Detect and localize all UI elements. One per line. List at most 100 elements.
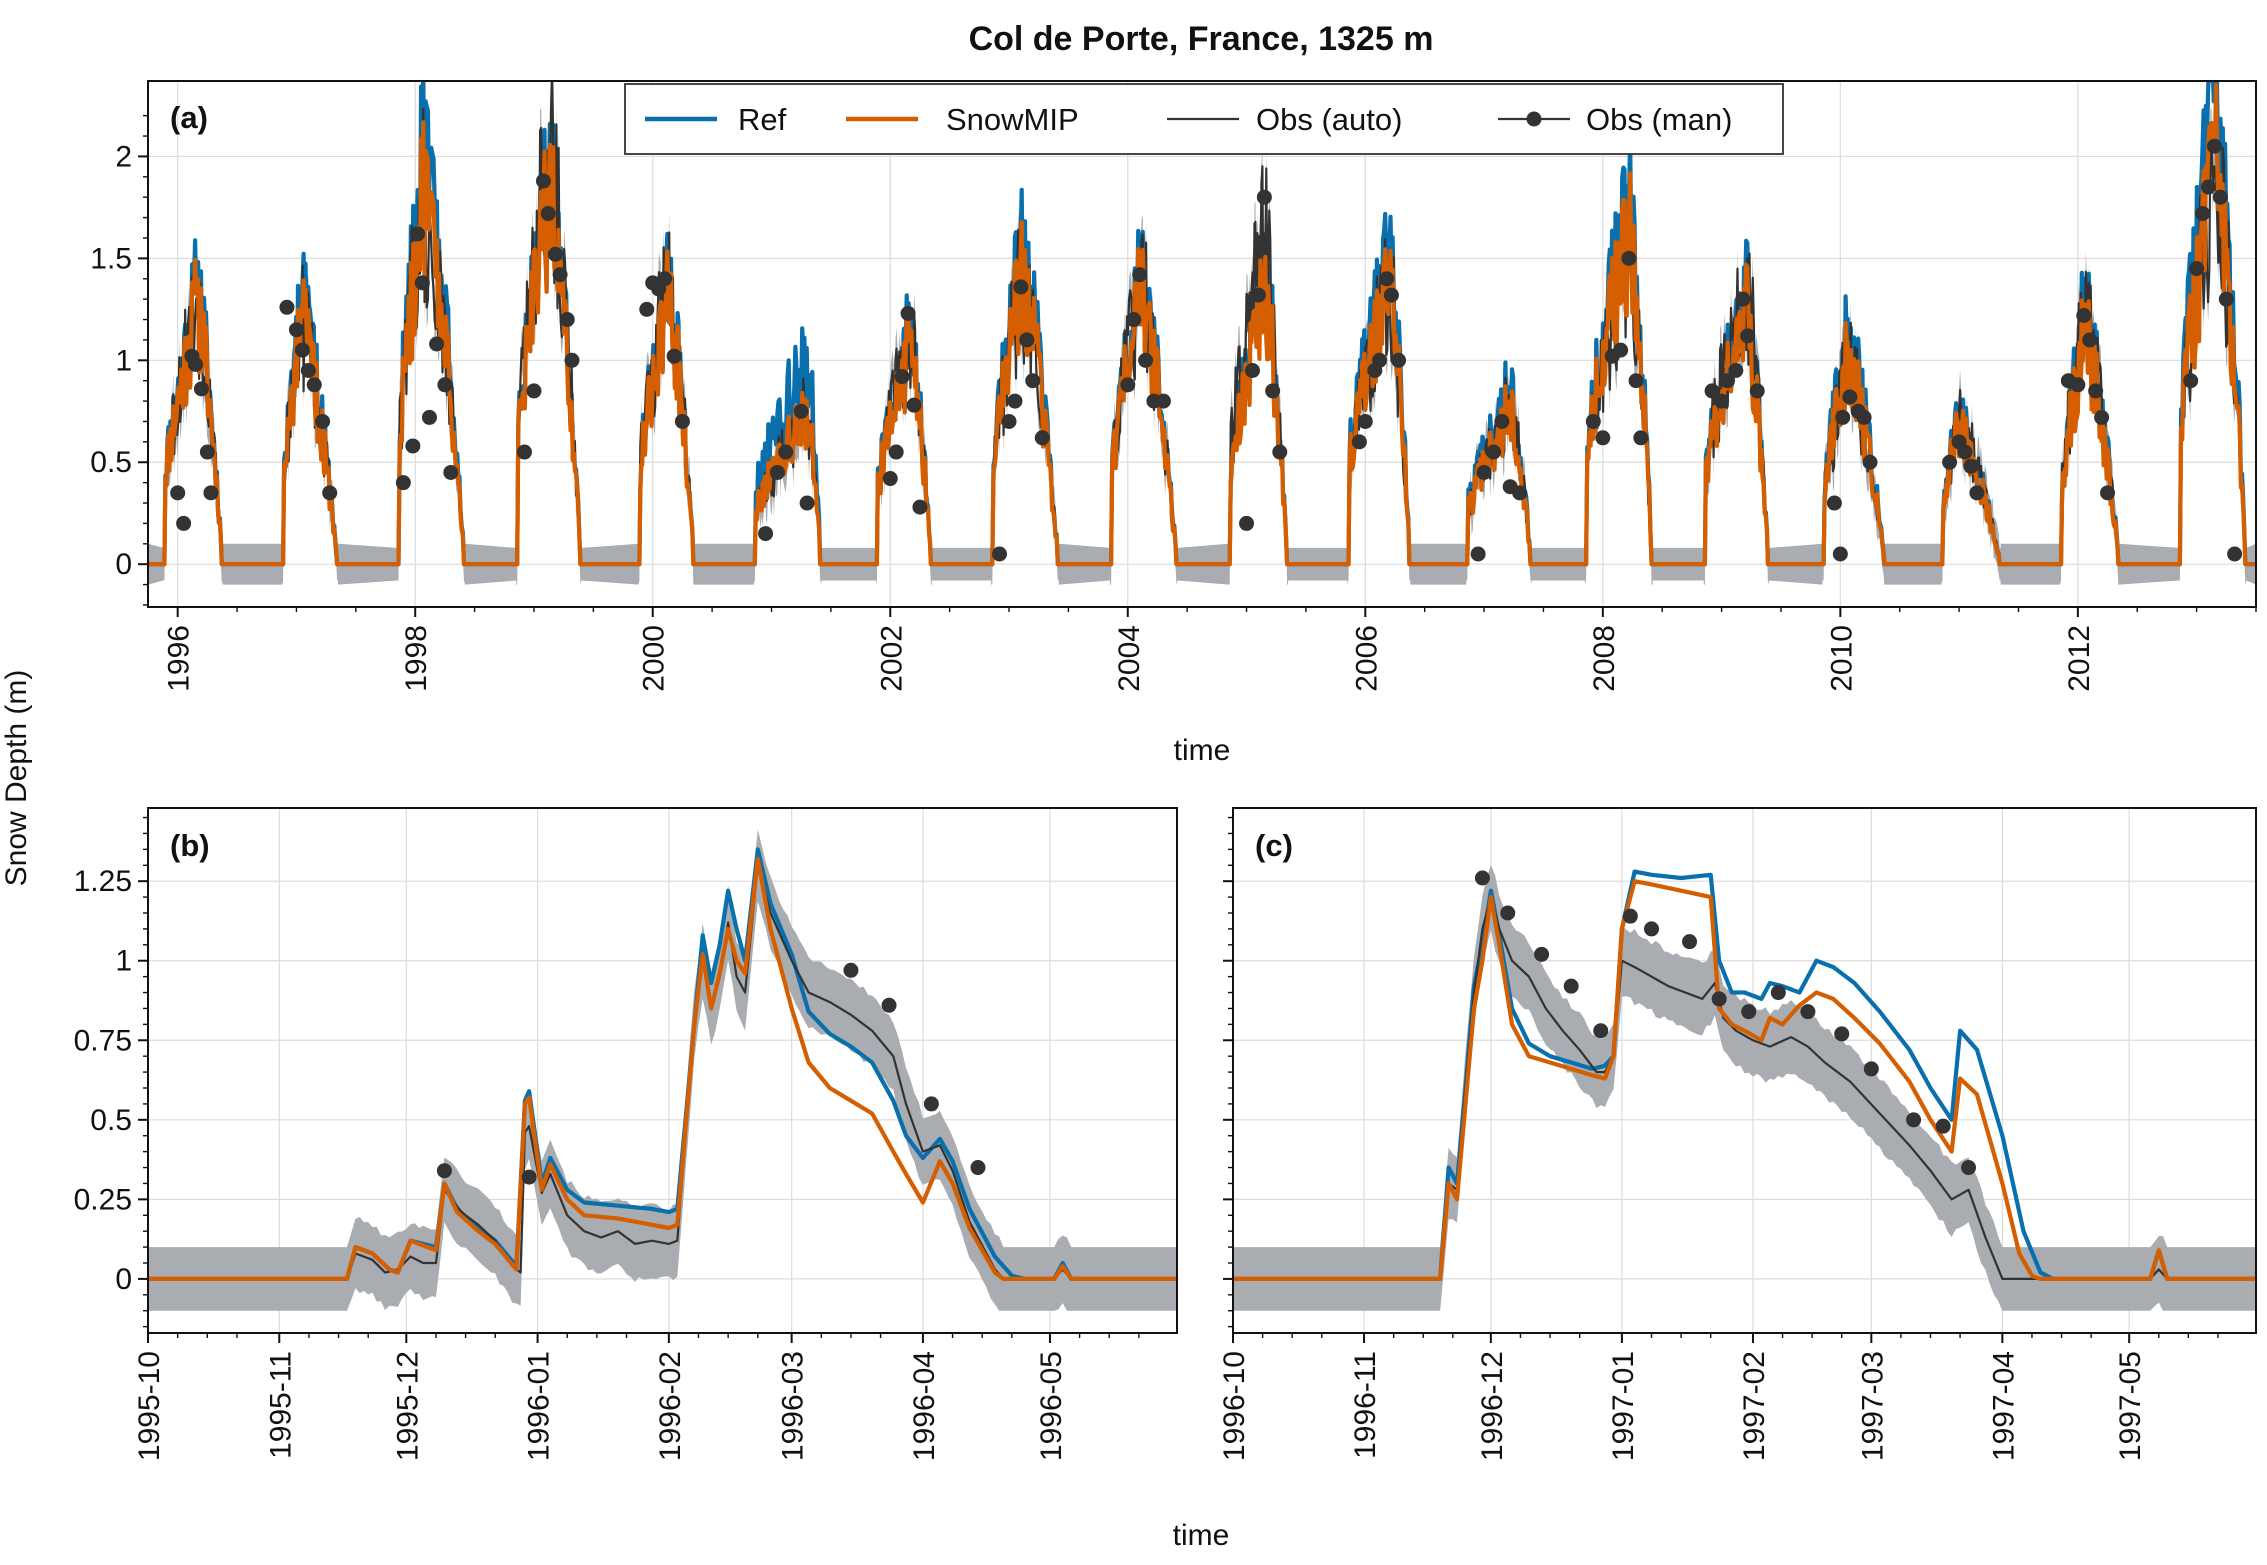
panel-c-plot-area bbox=[1233, 864, 2256, 1311]
panel-a-obs-man-point bbox=[315, 413, 331, 429]
panel-c: 1996-10 1996-11 1996-12 1997-01 1997-02 1997-… bbox=[1218, 807, 2257, 1461]
panel-b-label: (b) bbox=[170, 828, 210, 863]
panel-a-obs-man-point bbox=[888, 444, 904, 460]
panel-c-obs-man-point bbox=[1863, 1061, 1879, 1077]
panel-c-x-tick-label: 1997-04 bbox=[1987, 1351, 2020, 1461]
panel-b-obs-man-point bbox=[881, 997, 897, 1013]
panel-a-obs-man-point bbox=[674, 413, 690, 429]
panel-a-obs-man-point bbox=[1595, 430, 1611, 446]
legend-item-ref: Ref bbox=[645, 102, 787, 137]
panel-a-obs-man-point bbox=[1628, 373, 1644, 389]
panel-c-x-tick-label: 1996-12 bbox=[1476, 1351, 1509, 1461]
panel-a-obs-man-point bbox=[306, 377, 322, 393]
panel-a-obs-man-point bbox=[1132, 267, 1148, 283]
panel-b-x-tick-label: 1996-05 bbox=[1035, 1351, 1068, 1461]
panel-a-x-tick-label: 2004 bbox=[1113, 625, 1146, 692]
panel-a-obs-man-point bbox=[2206, 138, 2222, 154]
panel-a-obs-man-point bbox=[793, 403, 809, 419]
panel-a-obs-man-point bbox=[1265, 383, 1281, 399]
panel-a-obs-man-point bbox=[199, 444, 215, 460]
panel-a-obs-man-point bbox=[1034, 430, 1050, 446]
panel-a-obs-man-point bbox=[535, 173, 551, 189]
panel-c-obs-man-point bbox=[1534, 946, 1550, 962]
panel-a-x-axis-title: time bbox=[1174, 734, 1231, 767]
panel-a-obs-man-point bbox=[1470, 546, 1486, 562]
panel-c-obs-man-point bbox=[1935, 1118, 1951, 1134]
panel-a-obs-man-point bbox=[322, 485, 338, 501]
panel-a-obs-man-point bbox=[2200, 179, 2216, 195]
panel-a-obs-man-point bbox=[1383, 287, 1399, 303]
panel-c-x-tick-label: 1997-05 bbox=[2114, 1351, 2147, 1461]
panel-a-obs-man-point bbox=[2100, 485, 2116, 501]
panel-b-x-tick-label: 1995-11 bbox=[264, 1351, 297, 1459]
panel-a-obs-man-point bbox=[421, 409, 437, 425]
panel-a-obs-man-point bbox=[193, 381, 209, 397]
panel-c-obs-man-point bbox=[1622, 908, 1638, 924]
panel-c-frame bbox=[1232, 807, 2257, 1334]
panel-b-grid bbox=[147, 808, 1177, 1333]
legend-label: Ref bbox=[738, 102, 787, 137]
panel-b-y-tick-label: 0 bbox=[115, 1263, 132, 1296]
panel-a-obs-man-point bbox=[758, 526, 774, 542]
panel-a-obs-man-point bbox=[526, 383, 542, 399]
panel-a-obs-man-point bbox=[176, 515, 192, 531]
panel-c-x-tick-label: 1997-02 bbox=[1738, 1351, 1771, 1461]
panel-c-obs-man-point bbox=[1834, 1026, 1850, 1042]
panel-a-obs-man-point bbox=[1957, 444, 1973, 460]
panel-a-obs-man-point bbox=[294, 342, 310, 358]
panel-a-obs-man-point bbox=[1486, 444, 1502, 460]
panel-b-obs-man-point bbox=[923, 1096, 939, 1112]
panel-a-obs-man-point bbox=[1585, 413, 1601, 429]
panel-c-label: (c) bbox=[1255, 828, 1293, 863]
panel-c-series-snowmip bbox=[1233, 879, 2256, 1281]
panel-b-y-tick-label: 1.25 bbox=[74, 865, 132, 898]
panel-a-obs-man-point bbox=[429, 336, 445, 352]
panel-a-obs-man-point bbox=[1250, 287, 1266, 303]
panel-c-obs-man-point bbox=[1474, 870, 1490, 886]
bottom-x-axis-title: time bbox=[1173, 1519, 1230, 1552]
panel-a-y-tick-label: 1 bbox=[115, 344, 132, 377]
panel-a-obs-man-point bbox=[564, 352, 580, 368]
panel-a-obs-man-point bbox=[900, 305, 916, 321]
panel-a-obs-man-point bbox=[540, 206, 556, 222]
panel-a-frame bbox=[147, 80, 2257, 608]
panel-b-y-tick-label: 1 bbox=[115, 945, 132, 978]
panel-a-obs-man-point bbox=[516, 444, 532, 460]
panel-a-obs-man-point bbox=[1013, 279, 1029, 295]
panel-a-obs-man-point bbox=[1239, 515, 1255, 531]
panel-a-obs-man-point bbox=[2076, 307, 2092, 323]
panel-a-obs-man-point bbox=[1244, 363, 1260, 379]
panel-a-obs-man-point bbox=[1613, 342, 1629, 358]
panel-a-obs-man-point bbox=[1862, 454, 1878, 470]
panel-a-obs-man-point bbox=[1942, 454, 1958, 470]
panel-a-x-tick-label: 1998 bbox=[400, 625, 433, 692]
panel-c-obs-man-point bbox=[1593, 1023, 1609, 1039]
panel-a-obs-man-point bbox=[2082, 332, 2098, 348]
panel-a-obs-man-point bbox=[1372, 352, 1388, 368]
panel-a-obs-man-point bbox=[2218, 291, 2234, 307]
panel-c-obs-man-point bbox=[1741, 1004, 1757, 1020]
panel-a-obs-man-point bbox=[300, 363, 316, 379]
panel-a-obs-man-point bbox=[1120, 377, 1136, 393]
panel-a-obs-man-point bbox=[203, 485, 219, 501]
panel-c-obs-man-point bbox=[1961, 1160, 1977, 1176]
panel-b-x-tick-label: 1995-10 bbox=[133, 1351, 166, 1461]
panel-a-obs-man-point bbox=[2212, 189, 2228, 205]
panel-a-y-tick-label: 1.5 bbox=[90, 242, 132, 275]
panel-a-obs-man-point bbox=[443, 464, 459, 480]
panel-a-obs-man-point bbox=[1963, 458, 1979, 474]
panel-a-obs-man-point bbox=[1256, 189, 1272, 205]
panel-a-obs-man-point bbox=[1621, 250, 1637, 266]
panel-a-obs-man-point bbox=[1714, 393, 1730, 409]
legend-marker bbox=[1526, 111, 1542, 127]
panel-c-x-tick-label: 1997-03 bbox=[1856, 1351, 1889, 1461]
panel-a-obs-man-point bbox=[288, 322, 304, 338]
legend-label: Obs (man) bbox=[1586, 102, 1732, 137]
panel-a-obs-man-point bbox=[639, 301, 655, 317]
panel-c-x-tick-label: 1996-10 bbox=[1218, 1351, 1251, 1461]
panel-a-obs-man-point bbox=[1126, 312, 1142, 328]
legend: Ref SnowMIP Obs (auto) Obs (man) bbox=[624, 83, 1784, 155]
panel-a-obs-man-point bbox=[912, 499, 928, 515]
panel-a-obs-man-point bbox=[1835, 409, 1851, 425]
panel-a-grid bbox=[148, 81, 2256, 607]
